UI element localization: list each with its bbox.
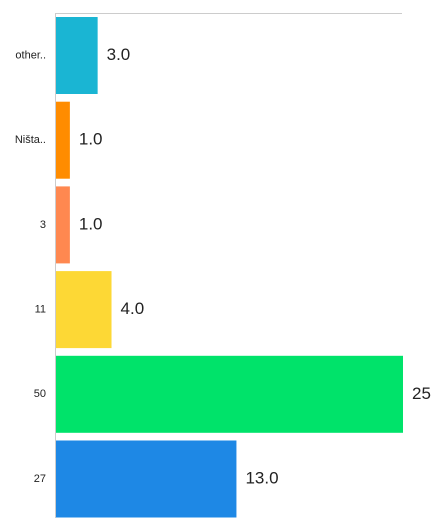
category-label-1: Ništa.. <box>15 134 46 146</box>
category-label-4: 50 <box>34 388 46 400</box>
bar-1 <box>56 101 70 179</box>
bar-3 <box>56 271 112 349</box>
category-label-2: 3 <box>40 219 46 231</box>
bar-5 <box>56 440 237 518</box>
bars-group: other.. 3.0 Ništa.. 1.0 3 1.0 11 4.0 50 25 27 13.0 <box>15 17 431 518</box>
value-label-1: 1.0 <box>79 130 103 149</box>
value-label-2: 1.0 <box>79 214 103 233</box>
bar-2 <box>56 186 70 264</box>
category-label-0: other.. <box>15 49 46 61</box>
value-label-4: 25 <box>412 384 431 403</box>
value-label-5: 13.0 <box>245 468 278 487</box>
value-label-3: 4.0 <box>121 299 145 318</box>
bar-4 <box>56 355 403 433</box>
value-label-0: 3.0 <box>107 45 131 64</box>
category-label-5: 27 <box>34 473 46 485</box>
category-label-3: 11 <box>35 304 46 316</box>
bar-0 <box>56 17 98 94</box>
